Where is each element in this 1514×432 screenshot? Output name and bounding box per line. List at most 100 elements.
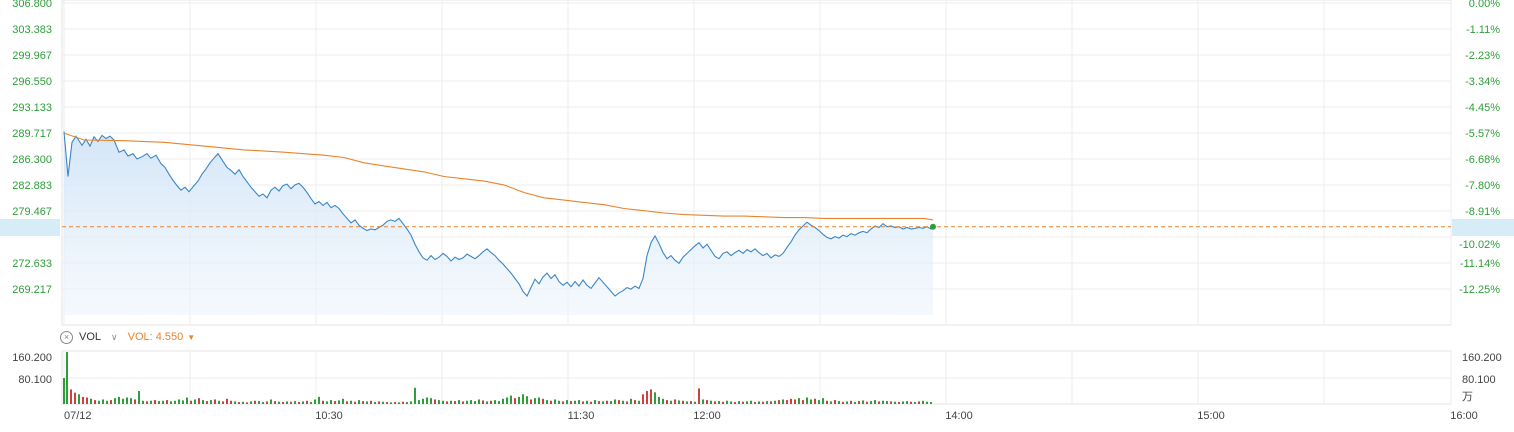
volume-bar xyxy=(698,388,700,404)
volume-bar xyxy=(278,401,280,404)
volume-bar xyxy=(98,400,100,404)
time-tick-label: 07/12 xyxy=(64,410,92,422)
volume-bar xyxy=(270,399,272,404)
volume-bar xyxy=(790,398,792,404)
volume-bar xyxy=(866,401,868,404)
volume-bar xyxy=(766,401,768,404)
volume-bar xyxy=(370,400,372,404)
volume-bar xyxy=(310,402,312,404)
volume-bar xyxy=(330,400,332,404)
volume-bar xyxy=(150,400,152,404)
volume-bar xyxy=(246,402,248,404)
volume-bar xyxy=(694,401,696,404)
volume-bar xyxy=(170,401,172,404)
volume-bar xyxy=(882,400,884,404)
volume-bar xyxy=(146,401,148,404)
volume-bar xyxy=(450,400,452,404)
volume-bar xyxy=(902,401,904,404)
volume-bar xyxy=(922,400,924,404)
chevron-down-icon[interactable]: ∨ xyxy=(111,331,118,342)
volume-bar xyxy=(618,400,620,404)
volume-bar xyxy=(614,399,616,404)
volume-bar xyxy=(606,400,608,404)
volume-bar xyxy=(918,401,920,404)
volume-bar xyxy=(63,378,65,404)
pct-tick-label: -2.23% xyxy=(1465,50,1500,62)
close-icon[interactable]: × xyxy=(60,330,73,344)
volume-bar xyxy=(210,400,212,404)
volume-bar xyxy=(446,401,448,404)
time-tick-label: 16:00 xyxy=(1450,410,1478,422)
volume-bar xyxy=(526,396,528,404)
volume-bar xyxy=(306,400,308,404)
volume-bar xyxy=(822,398,824,404)
volume-bar xyxy=(190,400,192,404)
volume-bar xyxy=(542,398,544,404)
volume-bar xyxy=(362,401,364,404)
volume-bar xyxy=(478,399,480,404)
volume-bar xyxy=(234,401,236,404)
volume-bar xyxy=(482,400,484,404)
volume-bar xyxy=(390,402,392,404)
volume-bar xyxy=(350,400,352,404)
volume-bar xyxy=(578,400,580,404)
volume-bar xyxy=(502,398,504,404)
volume-tick-label: 80.100 xyxy=(18,374,52,386)
volume-bar xyxy=(326,401,328,404)
volume-bar xyxy=(598,401,600,404)
volume-bar xyxy=(442,400,444,404)
volume-bar xyxy=(670,400,672,404)
volume-bar xyxy=(570,401,572,404)
volume-bar xyxy=(654,392,656,404)
volume-bar xyxy=(650,389,652,404)
volume-bar xyxy=(558,400,560,404)
price-area-fill xyxy=(64,131,933,315)
volume-bar xyxy=(862,400,864,404)
volume-bar xyxy=(86,397,88,404)
volume-bar xyxy=(166,400,168,404)
volume-bar xyxy=(930,402,932,404)
current-price-badge-left xyxy=(0,218,60,236)
volume-bar xyxy=(530,399,532,404)
volume-bar xyxy=(138,391,140,404)
time-tick-label: 10:30 xyxy=(315,410,343,422)
volume-bar xyxy=(890,401,892,404)
volume-bar xyxy=(778,400,780,404)
volume-bar xyxy=(666,400,668,404)
volume-bar xyxy=(730,401,732,404)
volume-bar xyxy=(594,400,596,404)
volume-tick-label-right: 80.100 xyxy=(1462,374,1496,386)
volume-bar xyxy=(174,400,176,404)
volume-bar xyxy=(702,399,704,404)
volume-bar xyxy=(198,398,200,404)
volume-bar xyxy=(674,399,676,404)
volume-bar xyxy=(470,400,472,404)
volume-bar xyxy=(414,387,416,404)
volume-bar xyxy=(810,399,812,404)
volume-bar xyxy=(586,400,588,404)
volume-bar xyxy=(814,398,816,404)
volume-bar xyxy=(378,401,380,404)
volume-bar xyxy=(178,399,180,404)
volume-bar xyxy=(534,398,536,404)
indicator-name[interactable]: VOL xyxy=(79,331,102,343)
pct-tick-label: -8.91% xyxy=(1465,206,1500,218)
pct-tick-label: -5.57% xyxy=(1465,128,1500,140)
volume-bar xyxy=(418,400,420,404)
triangle-down-icon[interactable]: ▼ xyxy=(187,332,196,342)
volume-bar xyxy=(406,402,408,404)
volume-bar xyxy=(802,400,804,404)
volume-bar xyxy=(742,401,744,404)
volume-bar xyxy=(910,401,912,404)
current-price-badge-right xyxy=(1452,218,1514,236)
volume-bar xyxy=(490,400,492,404)
volume-bar xyxy=(82,396,84,404)
volume-bar xyxy=(682,400,684,404)
volume-bar xyxy=(250,401,252,404)
last-price-dot xyxy=(930,223,936,230)
volume-bar xyxy=(454,401,456,404)
volume-unit-label: 万 xyxy=(1462,391,1473,403)
volume-bar xyxy=(358,400,360,404)
volume-bar xyxy=(70,389,72,404)
